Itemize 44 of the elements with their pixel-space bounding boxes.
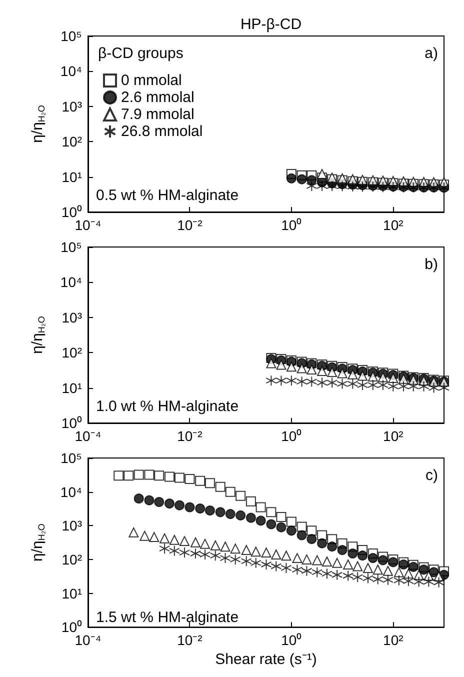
x-axis-title: Shear rate (s⁻¹) <box>215 651 317 668</box>
y-tick-label: 10² <box>62 551 82 568</box>
x-tick-label: 10⁻² <box>177 217 203 233</box>
annotation: 1.5 wt % HM-alginate <box>96 609 239 626</box>
annotation: 0.5 wt % HM-alginate <box>96 187 239 204</box>
y-tick-label: 10³ <box>62 98 82 114</box>
chart-title: HP-β-CD <box>240 16 302 33</box>
y-tick-label: 10⁴ <box>60 274 82 290</box>
annotation: 1.0 wt % HM-alginate <box>96 398 239 415</box>
y-axis-title: η/ηH₂O <box>29 524 46 562</box>
y-tick-label: 10⁰ <box>61 415 82 431</box>
x-tick-label: 10² <box>383 217 404 233</box>
annotation: a) <box>424 45 438 62</box>
y-tick-label: 10¹ <box>62 168 82 185</box>
y-tick-label: 10³ <box>62 518 82 534</box>
y-tick-label: 10² <box>62 134 82 150</box>
y-tick-label: 10³ <box>62 309 82 326</box>
y-tick-label: 10⁵ <box>60 450 82 466</box>
y-tick-label: 10⁰ <box>61 204 82 220</box>
legend-label: 7.9 mmolal <box>121 106 194 123</box>
y-axis-title: η/ηH₂O <box>29 105 46 143</box>
x-tick-label: 10⁻⁴ <box>74 428 102 444</box>
y-tick-label: 10² <box>62 344 82 361</box>
y-tick-label: 10⁵ <box>60 239 82 255</box>
x-tick-label: 10² <box>383 428 404 444</box>
y-axis-title: η/ηH₂O <box>29 316 46 354</box>
x-tick-label: 10⁰ <box>281 428 302 444</box>
legend-label: 0 mmolal <box>121 72 182 89</box>
x-tick-label: 10⁰ <box>281 217 302 233</box>
x-tick-label: 10² <box>383 632 404 648</box>
x-tick-label: 10⁻² <box>177 428 203 444</box>
x-tick-label: 10⁻⁴ <box>74 217 102 233</box>
x-tick-label: 10⁻² <box>177 632 203 648</box>
y-tick-label: 10¹ <box>62 380 82 396</box>
annotation: c) <box>426 467 438 484</box>
y-tick-label: 10⁵ <box>60 28 82 44</box>
y-tick-label: 10⁴ <box>60 484 82 500</box>
x-tick-label: 10⁰ <box>281 632 302 648</box>
annotation: b) <box>424 256 438 273</box>
legend-label: 2.6 mmolal <box>121 89 194 106</box>
legend-title: β-CD groups <box>98 45 184 62</box>
y-tick-label: 10⁴ <box>60 63 82 80</box>
legend-label: 26.8 mmolal <box>121 123 203 140</box>
y-tick-label: 10¹ <box>62 585 82 602</box>
